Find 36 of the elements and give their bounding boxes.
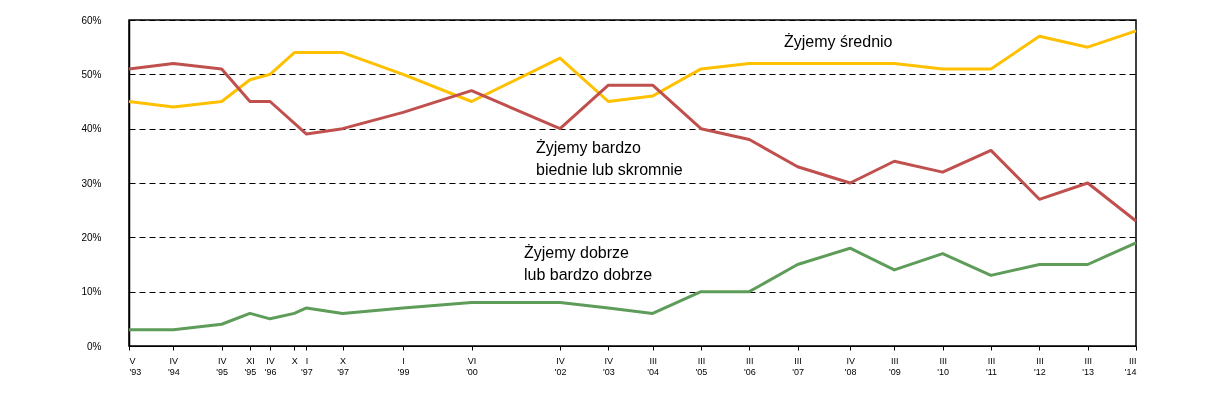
x-tick-label: III '13 bbox=[1082, 355, 1095, 377]
x-tick-label: X '97 bbox=[337, 355, 349, 377]
y-tick-label: 40% bbox=[81, 123, 102, 135]
y-tick-label: 0% bbox=[87, 340, 102, 352]
series-label: Żyjemy bardzo biednie lub skromnie bbox=[536, 138, 683, 178]
x-tick-label: I '97 bbox=[301, 355, 313, 377]
y-tick-label: 60% bbox=[81, 14, 102, 26]
x-tick-label: III '06 bbox=[743, 355, 756, 377]
x-tick-label: III '07 bbox=[792, 355, 804, 377]
line-series bbox=[127, 61, 1138, 223]
y-tick-label: 50% bbox=[81, 68, 102, 80]
x-tick-label: IV '02 bbox=[554, 355, 567, 377]
x-tick-label: III '04 bbox=[647, 355, 660, 377]
x-tick-label: IV '95 bbox=[216, 355, 229, 377]
line-series bbox=[127, 241, 1138, 332]
y-tick-label: 20% bbox=[81, 231, 102, 243]
line-series bbox=[127, 29, 1138, 109]
x-tick-label: III '11 bbox=[985, 355, 997, 377]
x-tick-label: VI '00 bbox=[466, 355, 478, 377]
series-label: Żyjemy średnio bbox=[784, 32, 893, 50]
x-tick-label: III '05 bbox=[695, 355, 708, 377]
x-tick-label: III '14 bbox=[1124, 355, 1137, 377]
x-tick-label: X bbox=[291, 355, 298, 366]
x-tick-label: III '12 bbox=[1034, 355, 1046, 377]
x-tick-label: III '09 bbox=[888, 355, 901, 377]
x-tick-label: V '93 bbox=[129, 355, 142, 377]
x-tick-label: IV '08 bbox=[844, 355, 857, 377]
x-tick-label: IV '96 bbox=[264, 355, 277, 377]
series-label: Żyjemy dobrze lub bardzo dobrze bbox=[524, 243, 653, 283]
y-tick-label: 10% bbox=[81, 286, 102, 298]
x-tick-label: IV '03 bbox=[602, 355, 615, 377]
y-tick-label: 30% bbox=[81, 177, 102, 189]
x-tick-label: I '99 bbox=[397, 355, 410, 377]
x-tick-label: XI '95 bbox=[244, 355, 257, 377]
x-tick-label: IV '94 bbox=[167, 355, 180, 377]
x-tick-label: III '10 bbox=[937, 355, 950, 377]
